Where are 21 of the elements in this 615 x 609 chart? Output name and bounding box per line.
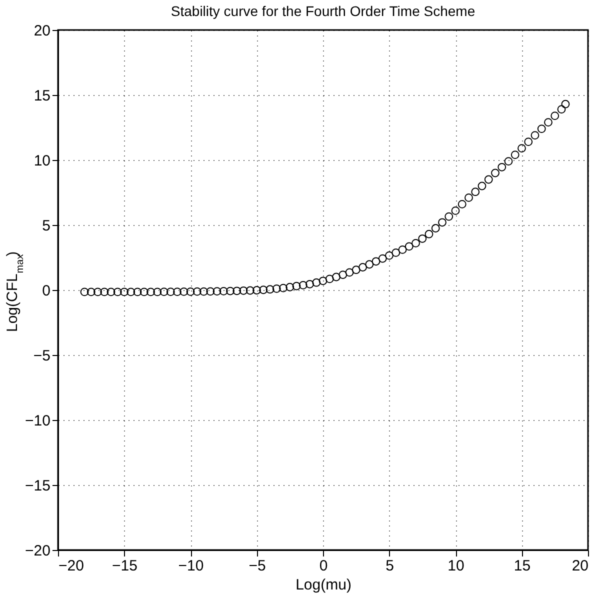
y-tick-label: 15	[34, 88, 50, 104]
y-tick-label: −15	[25, 478, 50, 494]
x-tick-label: 10	[448, 558, 464, 574]
y-tick-label: 5	[42, 218, 50, 234]
x-tick-label: 15	[514, 558, 531, 574]
x-axis-title: Log(mu)	[296, 576, 352, 594]
x-tick-label: −15	[112, 558, 138, 574]
y-tick-label: 20	[34, 22, 50, 40]
x-tick-label: −10	[178, 558, 204, 574]
y-tick-label: 0	[42, 282, 50, 300]
x-tick-label: −5	[248, 558, 266, 574]
x-tick-label: 5	[386, 558, 394, 574]
chart-title: Stability curve for the Fourth Order Time Scheme	[170, 3, 476, 19]
y-tick-label: 10	[34, 152, 50, 170]
x-tick-label: 20	[572, 558, 588, 574]
y-tick-label: −20	[25, 542, 50, 560]
x-tick-label: 0	[319, 558, 328, 574]
y-tick-label: −5	[33, 348, 50, 364]
y-axis-title: Log(CFLmax)	[4, 251, 26, 332]
x-tick-label: −20	[58, 558, 84, 574]
y-tick-label: −10	[25, 412, 50, 430]
